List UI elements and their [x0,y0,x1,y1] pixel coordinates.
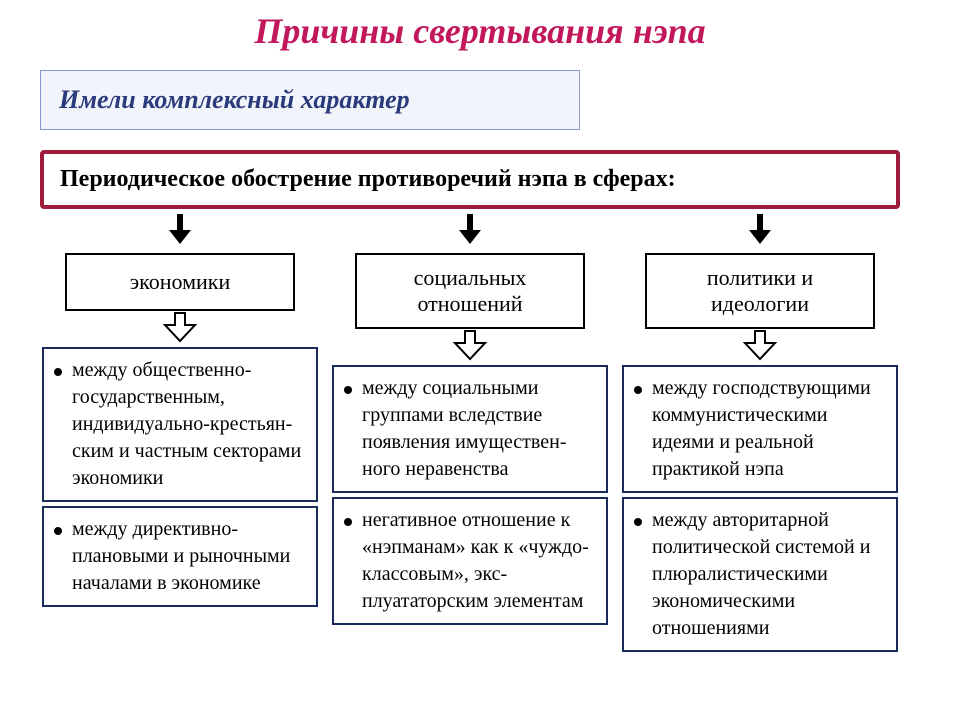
arrow-open-down-icon [742,329,778,361]
detail-text: между авторитар­ной политической системо… [652,507,886,642]
detail-text: между господ­ствующими ком­мунистическим… [652,375,886,483]
detail-group: между господ­ствующими ком­мунистическим… [622,365,898,652]
column-politics: политики и идеологии между господ­ствующ… [620,214,900,652]
detail-text: между обществен­но-государствен­ным, инд… [72,357,306,492]
main-box: Периодическое обострение противоречий нэ… [40,150,900,209]
detail-box: негативное отно­шение к «нэпма­нам» как … [332,497,608,625]
arrow-open-down-icon [452,329,488,361]
column-economics: экономики между обществен­но-государстве… [40,214,320,652]
category-box: политики и идеологии [645,253,875,329]
arrow-open-down-icon [162,311,198,343]
columns: экономики между обществен­но-государстве… [40,214,900,652]
column-social: социальных отношений между социальны­ми … [330,214,610,652]
arrow-down-icon [746,214,774,251]
detail-box: между социальны­ми группами вследствие п… [332,365,608,493]
page-title: Причины свертывания нэпа [0,10,960,52]
arrow-down-icon [166,214,194,251]
detail-box: между господ­ствующими ком­мунистическим… [622,365,898,493]
detail-text: между директив­но-плановыми и рыночными … [72,516,306,597]
detail-box: между директив­но-плановыми и рыночными … [42,506,318,607]
detail-text: между социальны­ми группами вследствие п… [362,375,596,483]
category-box: экономики [65,253,295,311]
detail-group: между социальны­ми группами вследствие п… [332,365,608,625]
detail-box: между обществен­но-государствен­ным, инд… [42,347,318,502]
slide: Причины свертывания нэпа Имели комплексн… [0,0,960,720]
detail-group: между обществен­но-государствен­ным, инд… [42,347,318,607]
category-box: социальных отношений [355,253,585,329]
detail-box: между авторитар­ной политической системо… [622,497,898,652]
subtitle-box: Имели комплексный характер [40,70,580,130]
detail-text: негативное отно­шение к «нэпма­нам» как … [362,507,596,615]
arrow-down-icon [456,214,484,251]
